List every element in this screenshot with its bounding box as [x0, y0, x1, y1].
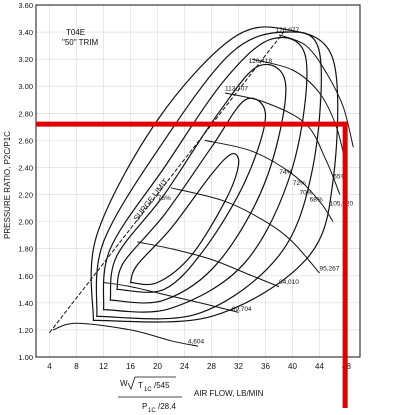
x-axis-label: AIR FLOW, LB/MIN: [194, 389, 264, 398]
efficiency-island: [116, 97, 267, 293]
y-tick-label: 2.20: [18, 191, 33, 200]
speed-line: [137, 241, 280, 288]
chart-subtitle: "50" TRIM: [62, 38, 99, 47]
speed-line: [103, 282, 239, 313]
x-tick-label: 44: [315, 362, 324, 371]
efficiency-label: 68%: [310, 196, 323, 203]
y-tick-label: 1.80: [18, 245, 33, 254]
formula-p-den: /28.4: [158, 402, 176, 411]
efficiency-island: [129, 152, 240, 286]
y-tick-label: 1.40: [18, 299, 33, 308]
formula-w: W: [120, 379, 128, 388]
speed-line: [204, 139, 334, 222]
grid: [36, 4, 360, 358]
plot-frame: [35, 4, 361, 358]
speed-line: [224, 92, 341, 195]
efficiency-label: 70%: [299, 190, 312, 197]
speed-line: [52, 322, 199, 347]
formula-p-sub: 1C: [148, 408, 156, 414]
speed-lines: [52, 34, 354, 347]
x-tick-label: 40: [288, 362, 297, 371]
formula-sqrt-sign: [127, 376, 176, 391]
efficiency-island: [95, 31, 322, 320]
speed-label: 95,267: [320, 265, 340, 272]
efficiency-island: [109, 63, 287, 304]
speed-label: 126,077: [276, 27, 300, 34]
y-tick-label: 3.60: [18, 1, 33, 10]
speed-label: 69,704: [232, 306, 252, 313]
efficiency-label: 74%: [279, 169, 292, 176]
speed-label: 113,707: [225, 85, 248, 92]
chart-title: T04E: [66, 28, 85, 37]
efficiency-island: [102, 36, 308, 313]
surge-limit-line: [49, 29, 287, 333]
formula-t: T: [138, 381, 143, 390]
y-tick-label: 3.00: [18, 82, 33, 91]
y-tick-label: 1.60: [18, 272, 33, 281]
y-tick-label: 2.80: [18, 109, 33, 118]
y-tick-label: 2.40: [18, 163, 33, 172]
efficiency-islands: [90, 26, 339, 323]
formula-t-sub: 1C: [144, 387, 152, 393]
x-tick-label: 8: [74, 362, 79, 371]
chart-labels: 76% 74%72% 70%68% 65% 4,604 69,704 84,010 95,26…: [158, 27, 354, 345]
speed-label: 84,010: [279, 279, 299, 286]
speed-label: 105,020: [330, 200, 354, 207]
y-tick-label: 1.00: [18, 353, 33, 362]
x-tick-label: 16: [126, 362, 135, 371]
efficiency-label: 72%: [293, 180, 306, 187]
x-axis-formula: W T 1C /545 P 1C /28.4: [118, 376, 182, 414]
x-tick-label: 12: [99, 362, 108, 371]
speed-line: [278, 34, 354, 148]
x-tick-label: 20: [153, 362, 162, 371]
operating-point-marker: [36, 121, 348, 408]
x-tick-label: 28: [207, 362, 216, 371]
x-tick-label: 4: [47, 362, 52, 371]
speed-line: [170, 187, 320, 274]
speed-label: 4,604: [188, 338, 205, 345]
y-tick-label: 3.40: [18, 28, 33, 37]
speed-label: 120,418: [249, 58, 273, 65]
y-tick-label: 3.20: [18, 55, 33, 64]
y-tick-label: 1.20: [18, 326, 33, 335]
x-tick-label: 24: [180, 362, 189, 371]
efficiency-island: [90, 26, 339, 323]
y-tick-label: 2.60: [18, 136, 33, 145]
formula-t-den: /545: [154, 381, 170, 390]
formula-p: P: [142, 402, 147, 411]
efficiency-label: 65%: [333, 173, 346, 180]
y-tick-label: 2.00: [18, 218, 33, 227]
x-tick-label: 36: [261, 362, 270, 371]
efficiency-label: 76%: [158, 195, 171, 202]
x-tick-label: 32: [234, 362, 243, 371]
y-axis-label: PRESSURE RATIO, P2C/P1C: [3, 131, 12, 239]
speed-line: [251, 58, 347, 168]
